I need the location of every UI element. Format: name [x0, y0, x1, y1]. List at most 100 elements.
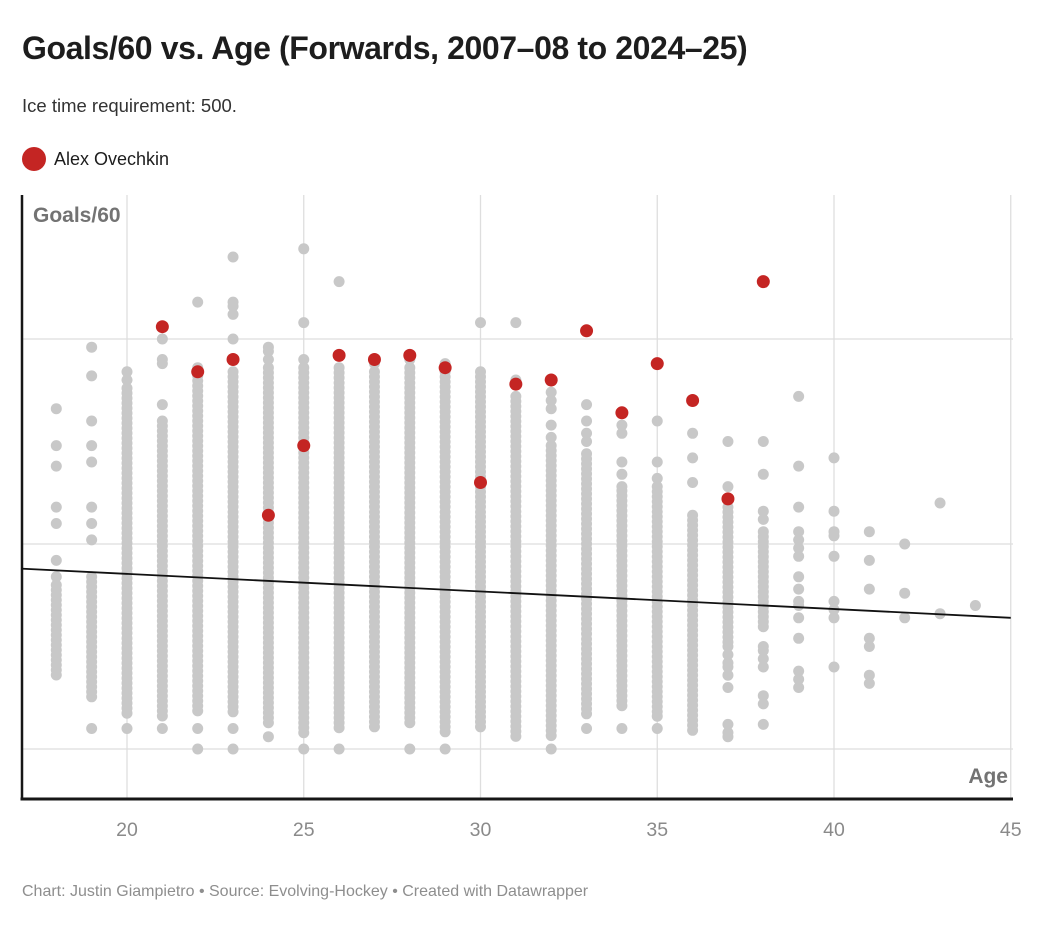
- player-point[interactable]: [227, 706, 239, 718]
- player-point[interactable]: [50, 460, 62, 472]
- ovechkin-point[interactable]: [615, 406, 629, 420]
- player-point[interactable]: [828, 595, 840, 607]
- player-point[interactable]: [793, 501, 805, 513]
- player-point[interactable]: [793, 600, 805, 611]
- player-point[interactable]: [934, 497, 946, 509]
- player-point[interactable]: [828, 550, 840, 562]
- player-point[interactable]: [227, 251, 239, 263]
- player-point[interactable]: [863, 526, 875, 538]
- player-point[interactable]: [793, 550, 805, 562]
- player-point[interactable]: [510, 730, 522, 742]
- player-point[interactable]: [439, 726, 451, 738]
- player-point[interactable]: [793, 612, 805, 624]
- ovechkin-point[interactable]: [721, 492, 735, 506]
- player-point[interactable]: [333, 276, 345, 288]
- player-point[interactable]: [475, 317, 486, 329]
- player-point[interactable]: [227, 333, 239, 345]
- player-point[interactable]: [651, 723, 663, 734]
- player-point[interactable]: [545, 743, 557, 755]
- ovechkin-point[interactable]: [332, 348, 346, 362]
- player-point[interactable]: [757, 718, 769, 730]
- player-point[interactable]: [262, 345, 274, 357]
- player-point[interactable]: [581, 399, 593, 411]
- player-point[interactable]: [50, 403, 62, 415]
- player-point[interactable]: [616, 723, 628, 734]
- player-point[interactable]: [86, 534, 98, 546]
- player-point[interactable]: [828, 612, 840, 624]
- player-point[interactable]: [757, 436, 769, 447]
- player-point[interactable]: [298, 354, 310, 365]
- ovechkin-point[interactable]: [544, 373, 558, 387]
- player-point[interactable]: [192, 743, 204, 755]
- player-point[interactable]: [722, 649, 734, 661]
- player-point[interactable]: [50, 501, 62, 513]
- player-point[interactable]: [616, 456, 628, 468]
- ovechkin-point[interactable]: [191, 365, 205, 379]
- player-point[interactable]: [333, 743, 345, 755]
- ovechkin-point[interactable]: [474, 476, 487, 489]
- player-point[interactable]: [757, 690, 769, 702]
- player-point[interactable]: [969, 600, 981, 611]
- player-point[interactable]: [793, 390, 805, 402]
- player-point[interactable]: [616, 419, 628, 431]
- player-point[interactable]: [298, 727, 310, 739]
- player-point[interactable]: [757, 468, 769, 480]
- player-point[interactable]: [298, 243, 310, 255]
- player-point[interactable]: [262, 717, 274, 729]
- player-point[interactable]: [651, 456, 663, 468]
- player-point[interactable]: [899, 538, 911, 550]
- player-point[interactable]: [722, 718, 734, 730]
- player-point[interactable]: [616, 700, 628, 712]
- player-point[interactable]: [545, 730, 557, 742]
- player-point[interactable]: [722, 436, 734, 447]
- player-point[interactable]: [404, 717, 416, 729]
- player-point[interactable]: [545, 403, 557, 415]
- player-point[interactable]: [722, 661, 734, 673]
- player-point[interactable]: [793, 460, 805, 472]
- player-point[interactable]: [687, 452, 699, 464]
- player-point[interactable]: [651, 472, 663, 484]
- player-point[interactable]: [545, 419, 557, 431]
- player-point[interactable]: [404, 743, 416, 755]
- player-point[interactable]: [581, 708, 593, 720]
- player-point[interactable]: [86, 370, 98, 382]
- player-point[interactable]: [793, 571, 805, 583]
- player-point[interactable]: [581, 723, 593, 734]
- player-point[interactable]: [828, 505, 840, 517]
- player-point[interactable]: [227, 723, 239, 734]
- player-point[interactable]: [86, 415, 98, 427]
- player-point[interactable]: [793, 583, 805, 595]
- player-point[interactable]: [510, 317, 522, 329]
- player-point[interactable]: [687, 724, 699, 736]
- ovechkin-point[interactable]: [580, 324, 594, 338]
- player-point[interactable]: [793, 632, 805, 644]
- player-point[interactable]: [793, 526, 805, 538]
- player-point[interactable]: [50, 554, 62, 566]
- player-point[interactable]: [757, 645, 769, 657]
- player-point[interactable]: [581, 436, 593, 447]
- player-point[interactable]: [899, 612, 911, 624]
- player-point[interactable]: [121, 366, 133, 378]
- player-point[interactable]: [156, 399, 168, 411]
- ovechkin-point[interactable]: [297, 439, 311, 453]
- player-point[interactable]: [757, 698, 769, 710]
- player-point[interactable]: [262, 354, 274, 365]
- player-point[interactable]: [828, 661, 840, 673]
- player-point[interactable]: [86, 456, 98, 468]
- player-point[interactable]: [793, 542, 805, 554]
- player-point[interactable]: [545, 395, 557, 406]
- player-point[interactable]: [262, 731, 274, 743]
- player-point[interactable]: [863, 554, 875, 566]
- player-point[interactable]: [616, 468, 628, 480]
- player-point[interactable]: [156, 358, 168, 370]
- player-point[interactable]: [298, 743, 310, 755]
- player-point[interactable]: [793, 673, 805, 685]
- player-point[interactable]: [86, 518, 98, 529]
- player-point[interactable]: [687, 477, 699, 488]
- player-point[interactable]: [192, 705, 204, 717]
- player-point[interactable]: [651, 415, 663, 427]
- player-point[interactable]: [863, 669, 875, 681]
- player-point[interactable]: [828, 452, 840, 464]
- player-point[interactable]: [581, 415, 593, 427]
- player-point[interactable]: [86, 501, 98, 513]
